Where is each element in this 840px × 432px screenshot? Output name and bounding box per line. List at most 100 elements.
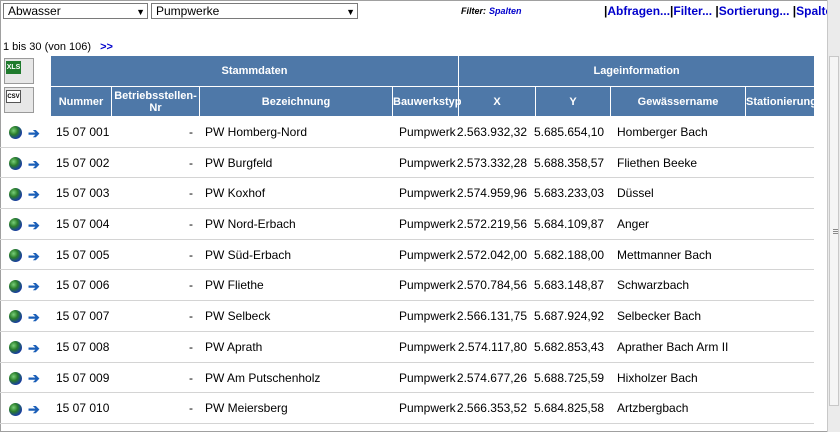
col-header-nummer[interactable]: Nummer <box>50 86 112 117</box>
cell-bezeichnung: PW Nord-Erbach <box>205 217 296 232</box>
cell-stationierung <box>746 209 812 239</box>
cell-x: 2.572.219,56 <box>456 217 527 232</box>
cell-gewaessername: Anger <box>617 217 650 232</box>
arrow-right-icon[interactable]: ➔ <box>28 370 40 387</box>
cell-y: 5.682.188,00 <box>534 247 605 262</box>
cell-nummer: 15 07 004 <box>56 217 110 232</box>
cell-x: 2.563.932,32 <box>456 125 527 139</box>
cell-betriebsstellen: - <box>189 186 193 201</box>
cell-bauwerkstyp: Pumpwerk <box>399 278 456 293</box>
arrow-right-icon[interactable]: ➔ <box>28 247 40 264</box>
col-header-stationierung[interactable]: Stationierung <box>745 86 817 117</box>
excel-export-icon[interactable]: XLS <box>4 58 34 84</box>
globe-icon[interactable] <box>9 341 22 355</box>
next-page-link[interactable]: >> <box>100 41 113 53</box>
cell-stationierung <box>746 240 812 270</box>
menu-filter[interactable]: Filter... <box>673 4 713 18</box>
cell-y: 5.684.109,87 <box>534 217 605 232</box>
table-row: ➔ 15 07 006 - PW Fliethe Pumpwerk 2.570.784,5… <box>0 270 814 302</box>
row-actions: ➔ <box>9 363 49 393</box>
paging: 1 bis 30 (von 106) >> <box>3 41 113 53</box>
arrow-right-icon[interactable]: ➔ <box>28 308 40 325</box>
col-header-x[interactable]: X <box>458 86 537 117</box>
cell-bauwerkstyp: Pumpwerk <box>399 186 456 201</box>
cell-nummer: 15 07 007 <box>56 309 110 324</box>
cell-nummer: 15 07 010 <box>56 401 110 416</box>
cell-gewaessername: Mettmanner Bach <box>617 247 712 262</box>
row-actions: ➔ <box>9 270 49 300</box>
row-actions: ➔ <box>9 240 49 270</box>
cell-bauwerkstyp: Pumpwerk <box>399 217 456 232</box>
csv-export-icon[interactable]: CSV <box>4 87 34 113</box>
cell-stationierung <box>746 332 812 362</box>
cell-bauwerkstyp: Pumpwerk <box>399 155 456 170</box>
arrow-right-icon[interactable]: ➔ <box>28 278 40 295</box>
menu-sortierung[interactable]: Sortierung... <box>718 4 790 18</box>
arrow-right-icon[interactable]: ➔ <box>28 186 40 203</box>
category-select-value: Abwasser <box>8 4 61 18</box>
arrow-right-icon[interactable]: ➔ <box>28 401 40 418</box>
row-actions: ➔ <box>9 332 49 362</box>
menu-abfragen[interactable]: Abfragen... <box>607 4 671 18</box>
cell-gewaessername: Artzbergbach <box>617 401 689 416</box>
globe-icon[interactable] <box>9 310 22 324</box>
row-actions: ➔ <box>9 209 49 239</box>
globe-icon[interactable] <box>9 157 22 171</box>
globe-icon[interactable] <box>9 402 22 416</box>
cell-bezeichnung: PW Aprath <box>205 339 263 354</box>
col-header-gewaessername[interactable]: Gewässername <box>610 86 747 117</box>
layer-select-value: Pumpwerke <box>156 4 220 18</box>
col-header-betriebsstellen[interactable]: Betriebsstellen-Nr <box>111 86 200 117</box>
cell-y: 5.688.725,59 <box>534 370 605 385</box>
cell-bauwerkstyp: Pumpwerk <box>399 401 456 416</box>
row-actions: ➔ <box>9 178 49 208</box>
cell-gewaessername: Hixholzer Bach <box>617 370 698 385</box>
globe-icon[interactable] <box>9 218 22 232</box>
filter-value-link[interactable]: Spalten <box>489 6 522 16</box>
scrollbar-thumb[interactable] <box>829 56 839 406</box>
col-header-y[interactable]: Y <box>535 86 612 117</box>
cell-stationierung <box>746 117 812 147</box>
globe-icon[interactable] <box>9 126 22 140</box>
arrow-right-icon[interactable]: ➔ <box>28 339 40 356</box>
triangle-down-icon: ▼ <box>136 7 145 17</box>
cell-x: 2.574.959,96 <box>456 186 527 201</box>
cell-x: 2.573.332,28 <box>456 155 527 170</box>
category-select[interactable]: Abwasser ▼ <box>3 3 148 19</box>
cell-y: 5.687.924,92 <box>534 309 605 324</box>
table-row: ➔ 15 07 003 - PW Koxhof Pumpwerk 2.574.959,96… <box>0 178 814 210</box>
globe-icon[interactable] <box>9 279 22 293</box>
paging-text: 1 bis 30 (von 106) <box>3 41 92 53</box>
cell-x: 2.566.353,52 <box>456 401 527 416</box>
globe-icon[interactable] <box>9 187 22 201</box>
vertical-scrollbar[interactable] <box>827 0 840 432</box>
cell-y: 5.684.825,58 <box>534 401 605 416</box>
globe-icon[interactable] <box>9 371 22 385</box>
cell-bezeichnung: PW Meiersberg <box>205 401 288 416</box>
row-actions: ➔ <box>9 393 49 423</box>
cell-betriebsstellen: - <box>189 217 193 232</box>
arrow-right-icon[interactable]: ➔ <box>28 124 40 141</box>
globe-icon[interactable] <box>9 249 22 263</box>
cell-betriebsstellen: - <box>189 339 193 354</box>
cell-bezeichnung: PW Am Putschenholz <box>205 370 321 385</box>
cell-y: 5.688.358,57 <box>534 155 605 170</box>
cell-betriebsstellen: - <box>189 309 193 324</box>
table-row: ➔ 15 07 002 - PW Burgfeld Pumpwerk 2.573.332,… <box>0 148 814 179</box>
cell-bauwerkstyp: Pumpwerk <box>399 247 456 262</box>
arrow-right-icon[interactable]: ➔ <box>28 155 40 172</box>
cell-x: 2.566.131,75 <box>456 309 527 324</box>
col-header-bauwerkstyp[interactable]: Bauwerkstyp <box>391 86 461 117</box>
cell-stationierung <box>746 178 812 208</box>
group-header-stammdaten: Stammdaten <box>49 55 460 87</box>
table-row: ➔ 15 07 010 - PW Meiersberg Pumpwerk 2.566.35… <box>0 393 814 424</box>
cell-bauwerkstyp: Pumpwerk <box>399 370 456 385</box>
arrow-right-icon[interactable]: ➔ <box>28 216 40 233</box>
cell-y: 5.682.853,43 <box>534 339 605 354</box>
col-header-bezeichnung[interactable]: Bezeichnung <box>199 86 393 117</box>
export-icons: XLS CSV <box>0 55 50 117</box>
layer-select[interactable]: Pumpwerke ▼ <box>151 3 358 19</box>
cell-bezeichnung: PW Selbeck <box>205 309 271 324</box>
cell-gewaessername: Selbecker Bach <box>617 309 702 324</box>
cell-bauwerkstyp: Pumpwerk <box>399 125 456 139</box>
